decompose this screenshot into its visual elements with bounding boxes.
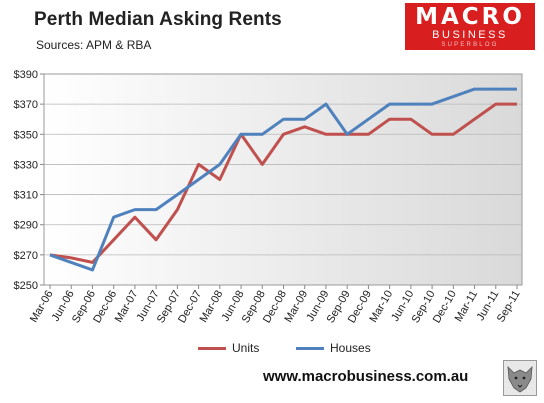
series-line-units <box>49 102 517 264</box>
chart-title: Perth Median Asking Rents <box>34 9 282 30</box>
chart-subtitle: Sources: APM & RBA <box>36 38 152 52</box>
legend-swatch-units <box>198 346 226 350</box>
legend-label-units: Units <box>232 341 260 355</box>
website-link[interactable]: www.macrobusiness.com.au <box>263 368 469 385</box>
legend-swatch-houses <box>296 346 324 350</box>
logo-line-2: BUSINESS <box>432 29 508 41</box>
y-tick-label: $290 <box>14 220 38 232</box>
logo-line-3: SUPERBLOG <box>441 42 499 48</box>
y-tick-label: $390 <box>14 69 38 81</box>
series-lines <box>49 87 517 272</box>
x-axis: Mar-06Jun-06Sep-06Dec-06Mar-07Jun-07Sep-… <box>28 285 523 325</box>
legend-item-units: Units <box>198 341 259 355</box>
y-tick-label: $350 <box>14 129 38 141</box>
y-axis: $250 $270 $290 $310 $330 $350 $370 $390 <box>14 69 44 292</box>
y-tick-label: $310 <box>14 190 38 202</box>
wolf-icon <box>503 360 537 396</box>
legend-item-houses: Houses <box>296 341 371 355</box>
macrobusiness-logo[interactable]: MACRO BUSINESS SUPERBLOG <box>405 3 535 50</box>
legend-label-houses: Houses <box>330 341 371 355</box>
y-tick-label: $270 <box>14 250 38 262</box>
y-tick-label: $370 <box>14 99 38 111</box>
y-tick-label: $250 <box>14 280 38 292</box>
y-tick-label: $330 <box>14 159 38 171</box>
logo-line-1: MACRO <box>415 4 525 30</box>
series-line-houses <box>49 87 517 272</box>
plot-area <box>43 73 523 286</box>
